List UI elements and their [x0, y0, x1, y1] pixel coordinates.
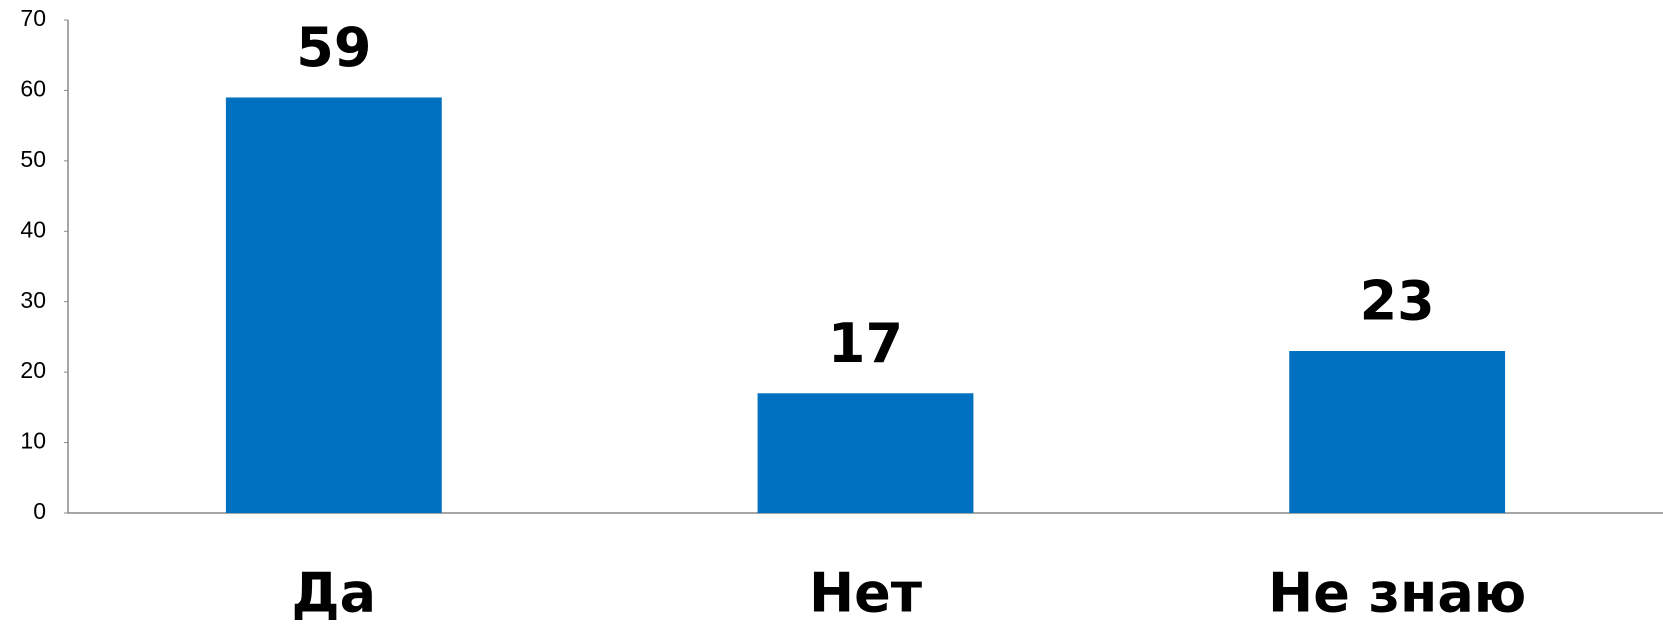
y-tick-label: 70	[20, 5, 46, 31]
data-label: 17	[828, 312, 903, 375]
x-tick-label: Не знаю	[1268, 562, 1526, 625]
y-tick-label: 60	[20, 76, 46, 102]
y-tick-label: 50	[20, 146, 46, 172]
y-tick-label: 0	[33, 498, 46, 524]
bar	[1289, 351, 1506, 513]
bar	[225, 97, 442, 513]
data-label: 59	[296, 16, 371, 79]
x-tick-label: Да	[292, 562, 377, 625]
y-tick-label: 10	[20, 428, 46, 454]
y-tick-label: 30	[20, 287, 46, 313]
x-tick-label: Нет	[809, 562, 923, 625]
data-label: 23	[1360, 270, 1435, 333]
bar	[757, 393, 974, 513]
y-tick-label: 20	[20, 357, 46, 383]
y-tick-label: 40	[20, 216, 46, 242]
